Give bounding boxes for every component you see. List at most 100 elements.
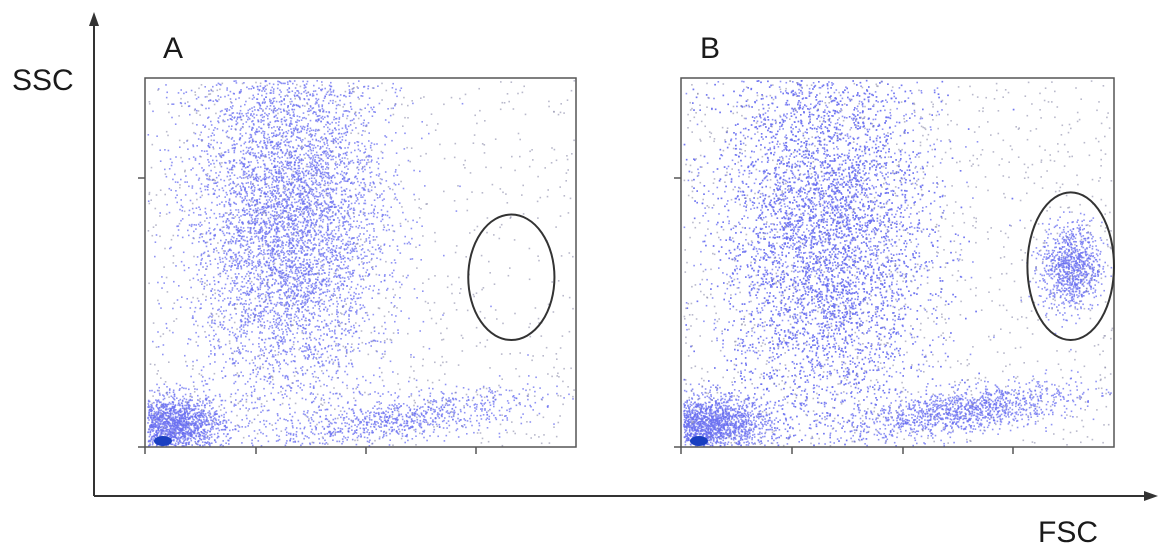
scatter-point — [316, 80, 318, 82]
scatter-point — [292, 277, 295, 280]
scatter-point — [301, 432, 304, 435]
scatter-point — [315, 213, 317, 215]
scatter-point — [308, 186, 310, 188]
scatter-point — [286, 205, 288, 207]
scatter-point — [296, 208, 298, 210]
scatter-point — [194, 157, 197, 160]
scatter-point — [289, 215, 291, 218]
scatter-point — [294, 224, 296, 227]
scatter-point — [380, 419, 382, 422]
scatter-point — [297, 179, 300, 182]
scatter-point — [258, 297, 260, 299]
scatter-point — [287, 324, 289, 326]
scatter-point — [303, 270, 305, 272]
scatter-point — [347, 244, 350, 246]
scatter-point — [219, 261, 222, 263]
scatter-point — [334, 168, 336, 170]
scatter-point — [332, 235, 334, 238]
scatter-point — [416, 297, 418, 299]
scatter-point — [242, 183, 244, 185]
scatter-point — [218, 213, 221, 215]
scatter-point — [318, 248, 320, 251]
scatter-point — [249, 108, 251, 110]
scatter-point — [246, 240, 249, 243]
scatter-point — [327, 144, 329, 147]
scatter-point — [326, 385, 328, 387]
scatter-point — [304, 189, 306, 191]
scatter-point — [292, 181, 294, 184]
scatter-point — [264, 183, 267, 185]
scatter-point — [290, 242, 293, 245]
scatter-point — [267, 211, 270, 214]
scatter-point — [331, 253, 334, 256]
scatter-point — [256, 128, 258, 130]
scatter-point — [284, 294, 286, 297]
scatter-point — [234, 191, 236, 194]
scatter-point — [336, 309, 338, 311]
scatter-point — [268, 299, 271, 302]
scatter-point — [269, 345, 272, 347]
scatter-point — [259, 396, 261, 399]
scatter-point — [265, 426, 267, 428]
scatter-point — [213, 162, 215, 165]
scatter-point — [285, 259, 287, 261]
scatter-point — [270, 349, 273, 351]
scatter-point — [371, 266, 373, 269]
scatter-point — [253, 255, 255, 257]
scatter-point — [180, 204, 183, 207]
scatter-point — [253, 178, 255, 181]
scatter-point — [309, 333, 312, 336]
scatter-point — [269, 337, 271, 340]
scatter-point — [276, 228, 279, 231]
scatter-point — [307, 230, 309, 233]
scatter-point — [259, 367, 261, 369]
scatter-point — [262, 110, 264, 112]
scatter-point — [280, 172, 282, 174]
scatter-point — [208, 146, 211, 149]
scatter-point — [277, 203, 280, 205]
scatter-point — [228, 162, 231, 164]
scatter-point — [314, 134, 316, 137]
scatter-point — [322, 339, 325, 341]
scatter-point — [378, 288, 380, 291]
scatter-point — [245, 146, 248, 149]
scatter-point — [351, 365, 354, 368]
scatter-point — [371, 159, 373, 161]
scatter-point — [322, 194, 324, 197]
scatter-point — [316, 166, 318, 168]
scatter-point — [301, 248, 304, 251]
scatter-point — [330, 158, 332, 161]
scatter-point — [308, 290, 311, 293]
scatter-point — [294, 95, 296, 98]
scatter-point — [193, 224, 196, 226]
scatter-point — [305, 331, 307, 333]
scatter-point — [232, 331, 234, 334]
scatter-point — [245, 392, 248, 395]
scatter-point — [359, 162, 362, 164]
scatter-point — [343, 313, 345, 316]
scatter-point — [280, 121, 283, 123]
scatter-point — [301, 141, 303, 143]
scatter-point — [335, 337, 337, 339]
scatter-point — [344, 311, 347, 314]
scatter-point — [247, 321, 249, 324]
scatter-point — [314, 111, 317, 114]
scatter-point — [382, 214, 384, 216]
scatter-point — [370, 212, 372, 214]
scatter-point — [195, 98, 198, 100]
scatter-point — [338, 118, 341, 120]
scatter-point — [316, 260, 319, 262]
scatter-point — [244, 197, 246, 200]
scatter-point — [180, 89, 182, 91]
scatter-point — [297, 192, 300, 195]
scatter-point — [243, 285, 246, 288]
scatter-point — [287, 265, 289, 268]
scatter-point — [257, 231, 260, 233]
scatter-point — [258, 102, 260, 104]
scatter-point — [318, 164, 320, 167]
scatter-point — [318, 214, 321, 217]
scatter-point — [338, 264, 340, 267]
scatter-point — [318, 169, 320, 171]
scatter-point — [384, 350, 386, 353]
scatter-point — [247, 312, 249, 315]
